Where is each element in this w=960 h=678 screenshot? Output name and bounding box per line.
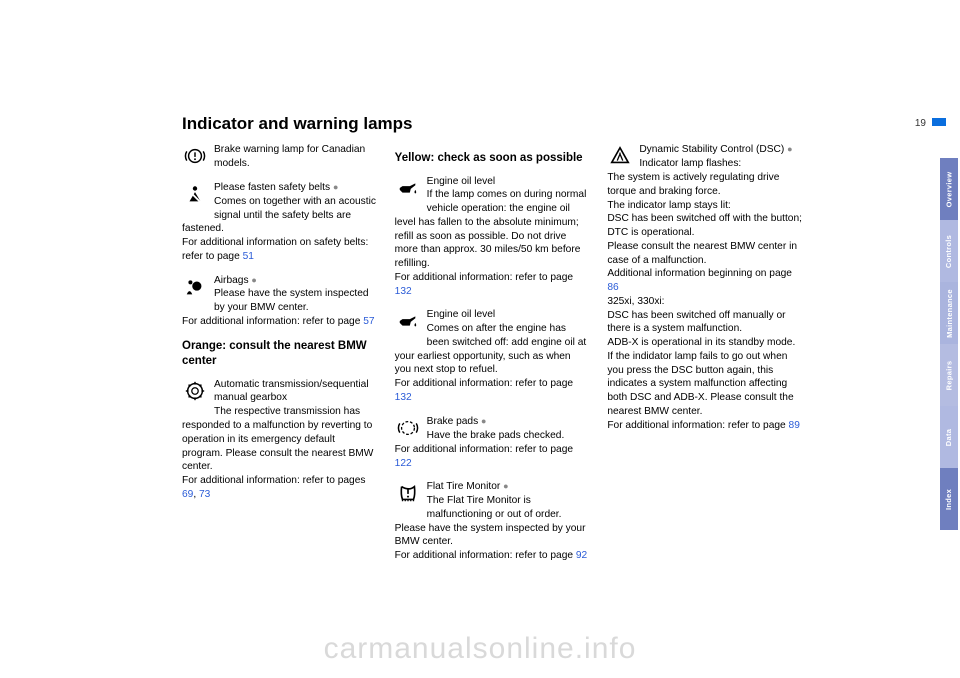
- dot-icon: ●: [503, 481, 508, 491]
- belts-body: Comes on together with an acoustic signa…: [182, 196, 376, 235]
- flat-more: For additional information: refer to pag…: [395, 550, 576, 561]
- subhead-orange: Orange: consult the nearest BMW center: [182, 339, 377, 370]
- page-marker: [932, 118, 946, 126]
- side-tabs: Overview Controls Maintenance Repairs Da…: [940, 158, 958, 530]
- page-number: 19: [915, 118, 926, 129]
- dot-icon: ●: [787, 144, 792, 154]
- oil2-body: Comes on after the engine has been switc…: [395, 323, 587, 375]
- brake-canada-text: Brake warning lamp for Canadian models.: [214, 144, 365, 169]
- dsc-body2: DSC has been switched off with the butto…: [607, 213, 802, 238]
- brakepads-more: For additional information: refer to pag…: [395, 444, 573, 455]
- dsc-ref1[interactable]: 86: [607, 282, 618, 293]
- dot-icon: ●: [333, 182, 338, 192]
- tpms-icon: [395, 480, 421, 506]
- flat-lead: Flat Tire Monitor: [427, 481, 503, 492]
- tab-repairs[interactable]: Repairs: [940, 344, 958, 406]
- trans-ref2[interactable]: 73: [199, 489, 210, 500]
- airbags-more: For additional information: refer to pag…: [182, 316, 363, 327]
- trans-more: For additional information: refer to pag…: [182, 475, 365, 486]
- oilcan-icon: [395, 308, 421, 334]
- dsc-body5: ADB-X is operational in its standby mode…: [607, 337, 795, 417]
- oil1-body: If the lamp comes on during normal vehic…: [395, 189, 587, 269]
- dot-icon: ●: [481, 416, 486, 426]
- content-area: Brake warning lamp for Canadian models. …: [182, 143, 802, 563]
- oilcan-icon: [395, 175, 421, 201]
- tab-maintenance[interactable]: Maintenance: [940, 282, 958, 344]
- entry-oil1: Engine oil level If the lamp comes on du…: [395, 175, 590, 299]
- flat-ref[interactable]: 92: [576, 550, 587, 561]
- airbag-icon: [182, 274, 208, 300]
- oil2-more: For additional information: refer to pag…: [395, 378, 573, 389]
- seatbelt-icon: [182, 181, 208, 207]
- subhead-yellow: Yellow: check as soon as possible: [395, 151, 590, 167]
- brakepads-icon: [395, 415, 421, 441]
- airbags-ref[interactable]: 57: [363, 316, 374, 327]
- entry-brakepads: Brake pads ● Have the brake pads checked…: [395, 415, 590, 471]
- entry-transmission: Automatic transmission/sequential manual…: [182, 378, 377, 502]
- dsc-line1: Indicator lamp flashes:: [639, 158, 741, 169]
- oil1-ref[interactable]: 132: [395, 286, 412, 297]
- dsc-lead: Dynamic Stability Control (DSC): [639, 144, 787, 155]
- entry-belts: Please fasten safety belts ● Comes on to…: [182, 181, 377, 264]
- page-title: Indicator and warning lamps: [182, 114, 412, 134]
- dsc-body3: Please consult the nearest BMW center in…: [607, 241, 797, 266]
- oil1-lead: Engine oil level: [427, 176, 496, 187]
- tab-overview[interactable]: Overview: [940, 158, 958, 220]
- tab-controls[interactable]: Controls: [940, 220, 958, 282]
- entry-brake-canada: Brake warning lamp for Canadian models.: [182, 143, 377, 171]
- trans-ref1[interactable]: 69: [182, 489, 193, 500]
- brakepads-body: Have the brake pads checked.: [427, 430, 565, 441]
- tab-data[interactable]: Data: [940, 406, 958, 468]
- brake-icon: [182, 143, 208, 169]
- belts-lead: Please fasten safety belts: [214, 182, 333, 193]
- dsc-line3: 325xi, 330xi:: [607, 296, 664, 307]
- oil2-lead: Engine oil level: [427, 309, 496, 320]
- belts-ref[interactable]: 51: [243, 251, 254, 262]
- watermark: carmanualsonline.info: [0, 632, 960, 666]
- entry-dsc: Dynamic Stability Control (DSC) ● Indica…: [607, 143, 802, 433]
- belts-more: For additional information on safety bel…: [182, 237, 368, 262]
- tab-index[interactable]: Index: [940, 468, 958, 530]
- dot-icon: ●: [251, 275, 256, 285]
- gear-icon: [182, 378, 208, 404]
- dsc-line2: The indicator lamp stays lit:: [607, 200, 730, 211]
- dsc-more1: Additional information beginning on page: [607, 268, 792, 279]
- dsc-body4: DSC has been switched off manually or th…: [607, 310, 785, 335]
- airbags-body: Please have the system inspected by your…: [214, 288, 369, 313]
- entry-flat-tire: Flat Tire Monitor ● The Flat Tire Monito…: [395, 480, 590, 563]
- dsc-more2: For additional information: refer to pag…: [607, 420, 788, 431]
- brakepads-lead: Brake pads: [427, 416, 481, 427]
- entry-airbags: Airbags ● Please have the system inspect…: [182, 274, 377, 329]
- trans-lead: Automatic transmission/sequential manual…: [214, 379, 369, 404]
- flat-body: The Flat Tire Monitor is malfunctioning …: [395, 495, 586, 547]
- oil1-more: For additional information: refer to pag…: [395, 272, 573, 283]
- trans-body: The respective transmission has responde…: [182, 406, 373, 472]
- dsc-body1: The system is actively regulating drive …: [607, 172, 779, 197]
- entry-oil2: Engine oil level Comes on after the engi…: [395, 308, 590, 404]
- airbags-lead: Airbags: [214, 275, 251, 286]
- brakepads-ref[interactable]: 122: [395, 458, 412, 469]
- dsc-ref2[interactable]: 89: [789, 420, 800, 431]
- oil2-ref[interactable]: 132: [395, 392, 412, 403]
- dsc-icon: [607, 143, 633, 169]
